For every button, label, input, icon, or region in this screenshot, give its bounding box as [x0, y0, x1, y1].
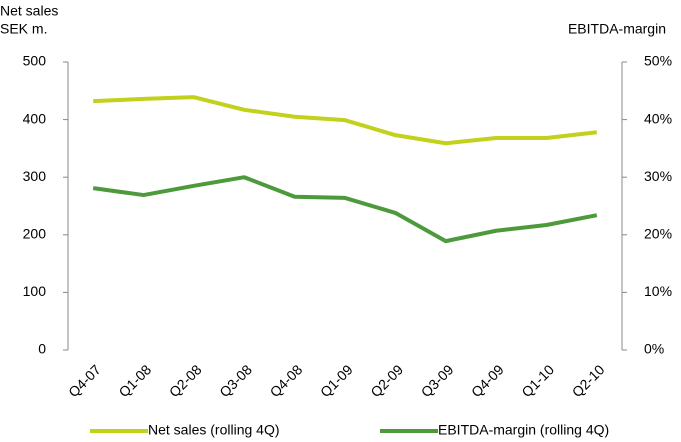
x-tick-label: Q3-09	[418, 361, 457, 400]
y2-axis-title: EBITDA-margin	[568, 21, 666, 37]
series-line	[93, 95, 598, 146]
y2-tick-label: 10%	[644, 283, 672, 299]
y2-tick-label: 20%	[644, 226, 672, 242]
y-tick-label: 100	[23, 283, 47, 299]
x-tick-label: Q1-10	[518, 361, 557, 400]
y-axis-title: SEK m.	[0, 21, 47, 37]
x-tick-label: Q4-09	[468, 361, 507, 400]
x-tick-label: Q3-08	[216, 361, 255, 400]
y2-tick-label: 0%	[644, 341, 664, 357]
y-tick-label: 0	[38, 341, 46, 357]
x-tick-label: Q2-10	[569, 361, 608, 400]
y-tick-label: 400	[23, 110, 47, 126]
legend-label: EBITDA-margin (rolling 4Q)	[438, 422, 609, 438]
x-tick-label: Q4-07	[65, 361, 104, 400]
x-tick-label: Q2-09	[367, 361, 406, 400]
x-tick-label: Q1-08	[115, 361, 154, 400]
x-tick-label: Q4-08	[267, 361, 306, 400]
legend-label: Net sales (rolling 4Q)	[148, 422, 280, 438]
series-line	[92, 175, 598, 244]
y-tick-label: 500	[23, 53, 47, 69]
y-axis-title: Net sales	[0, 3, 58, 19]
x-tick-label: Q2-08	[166, 361, 205, 400]
y-tick-label: 300	[23, 168, 47, 184]
y2-tick-label: 40%	[644, 110, 672, 126]
y-tick-label: 200	[23, 226, 47, 242]
y2-tick-label: 30%	[644, 168, 672, 184]
y2-tick-label: 50%	[644, 53, 672, 69]
x-tick-label: Q1-09	[317, 361, 356, 400]
